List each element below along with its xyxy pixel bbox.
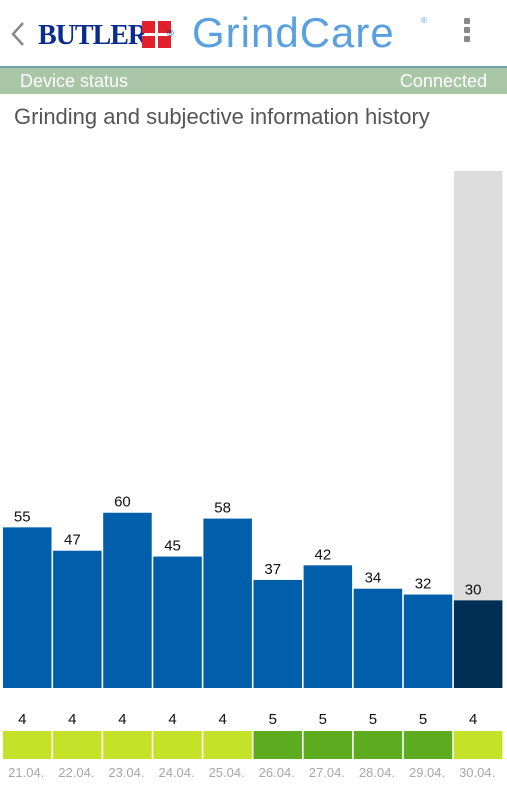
rating-value-label: 4	[168, 711, 176, 728]
bar-value-label: 32	[415, 576, 432, 593]
bar-value-label: 58	[214, 500, 231, 517]
rating-color-block[interactable]	[53, 731, 102, 759]
date-tick-label: 29.04.	[409, 765, 445, 780]
brand-registered-mark: ®	[421, 16, 427, 25]
date-tick-label: 23.04.	[108, 765, 144, 780]
device-status-bar: Device status Connected	[0, 66, 507, 94]
bar-value-label: 34	[365, 570, 382, 587]
bar-26.04.[interactable]	[253, 579, 303, 688]
date-tick-label: 30.04.	[459, 765, 495, 780]
logo-registered-mark: ®	[167, 28, 174, 38]
device-status-value: Connected	[399, 71, 487, 91]
rating-color-block[interactable]	[203, 731, 252, 759]
bar-23.04.[interactable]	[103, 512, 152, 688]
bar-24.04.[interactable]	[153, 556, 202, 688]
rating-value-label: 5	[269, 711, 277, 728]
butler-logo: BUTLER	[38, 18, 173, 52]
bar-value-label: 37	[264, 561, 281, 578]
bar-value-label: 30	[465, 581, 482, 598]
rating-color-block[interactable]	[453, 731, 503, 759]
butler-cross-icon	[142, 21, 171, 48]
rating-color-block[interactable]	[153, 731, 202, 759]
rating-color-block[interactable]	[353, 731, 403, 759]
bar-27.04.[interactable]	[303, 565, 353, 688]
bar-value-label: 55	[14, 508, 31, 525]
bar-value-label: 60	[114, 494, 131, 511]
rating-value-label: 4	[118, 711, 126, 728]
section-title: Grinding and subjective information hist…	[14, 104, 430, 129]
bar-28.04.[interactable]	[353, 588, 403, 688]
rating-color-block[interactable]	[403, 731, 453, 759]
rating-value-label: 4	[68, 711, 76, 728]
bar-value-label: 45	[164, 538, 181, 555]
rating-color-block[interactable]	[253, 731, 303, 759]
rating-value-label: 5	[319, 711, 327, 728]
rating-value-label: 5	[419, 711, 427, 728]
bar-value-label: 42	[315, 546, 332, 563]
rating-value-label: 4	[218, 711, 226, 728]
bar-21.04.[interactable]	[3, 527, 52, 688]
rating-value-label: 4	[18, 711, 26, 728]
overflow-menu-icon[interactable]	[458, 18, 476, 48]
date-tick-label: 22.04.	[58, 765, 94, 780]
grinding-history-chart[interactable]: 55421.04.47422.04.60423.04.45424.04.5842…	[0, 160, 507, 785]
back-chevron-icon[interactable]	[10, 20, 26, 48]
rating-color-block[interactable]	[303, 731, 353, 759]
date-tick-label: 25.04.	[209, 765, 245, 780]
butler-logo-text: BUTLER	[38, 20, 148, 51]
date-tick-label: 27.04.	[309, 765, 345, 780]
rating-color-block[interactable]	[3, 731, 52, 759]
bar-value-label: 47	[64, 532, 81, 549]
bar-29.04.[interactable]	[403, 594, 453, 688]
date-tick-label: 26.04.	[259, 765, 295, 780]
rating-color-block[interactable]	[103, 731, 152, 759]
rating-value-label: 5	[369, 711, 377, 728]
device-status-label: Device status	[20, 71, 129, 91]
bar-25.04.[interactable]	[203, 518, 252, 688]
date-tick-label: 21.04.	[8, 765, 44, 780]
bar-30.04.[interactable]	[453, 600, 503, 688]
rating-value-label: 4	[469, 711, 477, 728]
brand-title: GrindCare	[192, 9, 395, 56]
date-tick-label: 24.04.	[158, 765, 194, 780]
top-app-bar: BUTLER ® GrindCare ®	[0, 0, 507, 66]
bar-22.04.[interactable]	[53, 550, 102, 688]
date-tick-label: 28.04.	[359, 765, 395, 780]
